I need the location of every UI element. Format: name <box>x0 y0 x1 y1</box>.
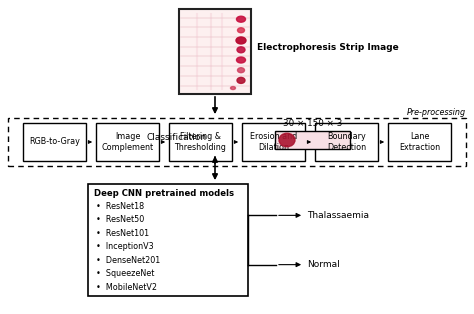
Text: RGB-to-Gray: RGB-to-Gray <box>29 138 80 147</box>
Text: •  ResNet101: • ResNet101 <box>96 229 149 238</box>
Text: Pre-processing: Pre-processing <box>407 108 466 117</box>
Ellipse shape <box>237 77 245 84</box>
FancyBboxPatch shape <box>169 123 232 161</box>
Text: Image
Complement: Image Complement <box>101 132 154 152</box>
Text: •  SqueezeNet: • SqueezeNet <box>96 269 155 278</box>
Text: 30 × 150 × 3: 30 × 150 × 3 <box>283 119 342 128</box>
FancyBboxPatch shape <box>23 123 86 161</box>
FancyBboxPatch shape <box>275 131 350 149</box>
Ellipse shape <box>237 68 245 73</box>
Ellipse shape <box>230 87 236 89</box>
Text: •  MobileNetV2: • MobileNetV2 <box>96 283 157 292</box>
Ellipse shape <box>237 57 246 63</box>
Text: Lane
Extraction: Lane Extraction <box>399 132 440 152</box>
Text: Boundary
Detection: Boundary Detection <box>327 132 366 152</box>
FancyBboxPatch shape <box>88 184 248 296</box>
Text: Erosion and
Dilation: Erosion and Dilation <box>250 132 297 152</box>
Ellipse shape <box>236 37 246 44</box>
Ellipse shape <box>279 133 295 147</box>
Text: •  DenseNet201: • DenseNet201 <box>96 256 160 265</box>
Text: Electrophoresis Strip Image: Electrophoresis Strip Image <box>257 43 399 52</box>
FancyBboxPatch shape <box>96 123 159 161</box>
Ellipse shape <box>237 47 245 53</box>
FancyBboxPatch shape <box>242 123 305 161</box>
FancyBboxPatch shape <box>315 123 378 161</box>
Text: Filtering &
Thresholding: Filtering & Thresholding <box>174 132 227 152</box>
FancyBboxPatch shape <box>179 9 251 94</box>
FancyBboxPatch shape <box>8 118 466 166</box>
Ellipse shape <box>237 28 245 33</box>
Text: •  InceptionV3: • InceptionV3 <box>96 242 154 251</box>
Text: Thalassaemia: Thalassaemia <box>307 211 369 220</box>
Text: •  ResNet50: • ResNet50 <box>96 215 144 225</box>
Ellipse shape <box>237 16 246 22</box>
Text: Deep CNN pretrained models: Deep CNN pretrained models <box>94 189 234 198</box>
Text: Classification: Classification <box>147 133 207 142</box>
Text: Normal: Normal <box>307 260 340 269</box>
FancyBboxPatch shape <box>388 123 451 161</box>
Text: •  ResNet18: • ResNet18 <box>96 202 144 211</box>
